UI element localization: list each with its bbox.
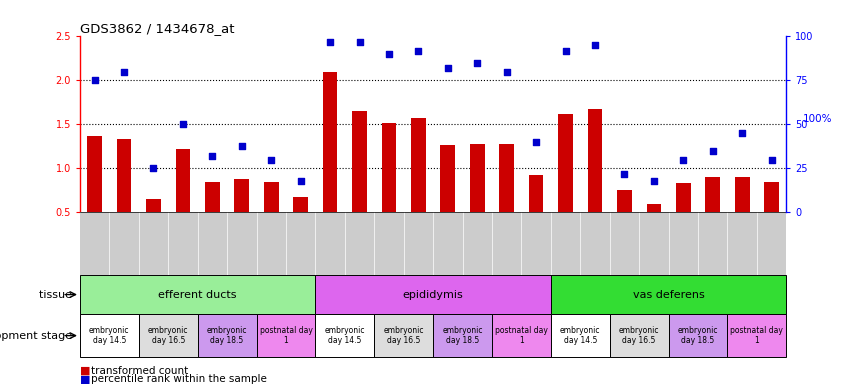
Bar (315, 275, 551, 314)
Bar (264, 182, 278, 212)
Point (500, 69, 513, 75)
Text: postnatal day
1: postnatal day 1 (260, 326, 312, 345)
Bar (669, 314, 727, 357)
Point (617, 170, 631, 177)
Point (87, 78, 101, 84)
Bar (374, 314, 433, 357)
Bar (139, 314, 198, 357)
Point (648, 178, 661, 184)
Point (589, 42, 602, 48)
Bar (433, 314, 492, 357)
Bar (727, 314, 786, 357)
Bar (558, 114, 573, 212)
Text: embryonic
day 16.5: embryonic day 16.5 (619, 326, 659, 345)
Bar (676, 184, 690, 212)
Bar (492, 314, 551, 357)
Point (530, 139, 543, 145)
Text: GDS3862 / 1434678_at: GDS3862 / 1434678_at (80, 22, 235, 35)
Point (235, 142, 249, 149)
Bar (551, 275, 786, 314)
Bar (610, 314, 669, 357)
Bar (735, 177, 749, 212)
Text: vas deferens: vas deferens (632, 290, 705, 300)
Bar (764, 182, 779, 212)
Text: embryonic
day 14.5: embryonic day 14.5 (560, 326, 600, 345)
Bar (205, 182, 220, 212)
Bar (80, 275, 315, 314)
Point (353, 39, 367, 45)
Bar (470, 144, 484, 212)
Text: percentile rank within the sample: percentile rank within the sample (91, 374, 267, 384)
Bar (529, 175, 543, 212)
Text: epididymis: epididymis (403, 290, 463, 300)
Bar (315, 314, 374, 357)
Point (117, 69, 131, 75)
Bar (352, 111, 367, 212)
Point (676, 157, 690, 163)
Text: embryonic
day 16.5: embryonic day 16.5 (148, 326, 188, 345)
Point (765, 157, 779, 163)
Text: ■: ■ (80, 374, 94, 384)
Bar (588, 109, 602, 212)
Bar (411, 118, 426, 212)
Bar (706, 177, 720, 212)
Bar (294, 197, 308, 212)
Point (706, 148, 719, 154)
Point (558, 48, 572, 54)
Bar (382, 123, 396, 212)
Point (177, 121, 190, 127)
Bar (198, 314, 257, 357)
Bar (117, 139, 131, 212)
Text: embryonic
day 18.5: embryonic day 18.5 (442, 326, 483, 345)
Bar (87, 136, 102, 212)
Text: postnatal day
1: postnatal day 1 (731, 326, 783, 345)
Point (735, 130, 748, 136)
Text: postnatal day
1: postnatal day 1 (495, 326, 547, 345)
Point (264, 157, 278, 163)
Point (146, 166, 160, 172)
Point (441, 65, 454, 71)
Text: embryonic
day 16.5: embryonic day 16.5 (383, 326, 424, 345)
Bar (235, 179, 249, 212)
Bar (617, 190, 632, 212)
Point (294, 178, 308, 184)
Text: development stage: development stage (0, 331, 76, 341)
Bar (146, 199, 161, 212)
Bar (176, 149, 190, 212)
Text: ■: ■ (80, 366, 94, 376)
Bar (551, 314, 610, 357)
Bar (323, 72, 337, 212)
Point (382, 51, 396, 57)
Bar (80, 314, 139, 357)
Text: embryonic
day 14.5: embryonic day 14.5 (325, 326, 365, 345)
Text: embryonic
day 18.5: embryonic day 18.5 (207, 326, 247, 345)
Bar (647, 204, 661, 212)
Bar (500, 144, 514, 212)
Text: embryonic
day 14.5: embryonic day 14.5 (89, 326, 130, 345)
Bar (441, 145, 455, 212)
Point (205, 153, 219, 159)
Point (412, 48, 425, 54)
Text: embryonic
day 18.5: embryonic day 18.5 (678, 326, 718, 345)
Y-axis label: 100%: 100% (803, 114, 833, 124)
Text: transformed count: transformed count (91, 366, 188, 376)
Point (471, 60, 484, 66)
Bar (257, 314, 315, 357)
Text: tissue: tissue (40, 290, 76, 300)
Text: efferent ducts: efferent ducts (158, 290, 237, 300)
Point (323, 39, 336, 45)
